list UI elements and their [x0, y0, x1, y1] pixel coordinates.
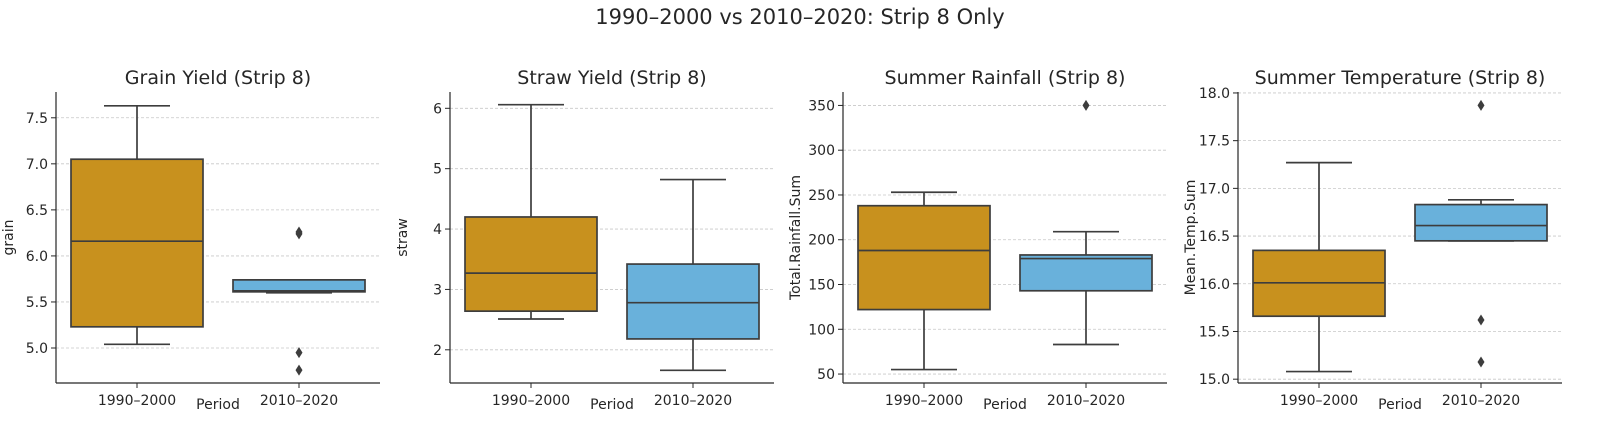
subplot-3: 50 100 150 200 250 300 350 1990–2000 2010–2020 Su… — [788, 67, 1167, 413]
y-tick-label: 7.5 — [26, 111, 48, 127]
y-tick-label: 17.5 — [1199, 134, 1230, 150]
x-tick-label: 2010–2020 — [1442, 393, 1520, 409]
y-tick-label: 3 — [433, 282, 442, 298]
y-tick-label: 5.0 — [26, 341, 48, 357]
y-axis-label: grain — [1, 220, 17, 256]
box-1990–2000 — [1252, 161, 1386, 373]
y-tick-label: 6 — [433, 101, 442, 117]
y-tick-label: 250 — [808, 188, 835, 204]
x-tick-label: 2010–2020 — [654, 393, 732, 409]
outlier-point — [1477, 99, 1485, 111]
box-iqr — [1414, 203, 1548, 242]
outlier-point — [1082, 99, 1090, 111]
y-tick-label: 6.5 — [26, 203, 48, 219]
outlier-point — [295, 364, 303, 376]
box-iqr — [857, 204, 991, 311]
y-tick-label: 2 — [433, 343, 442, 359]
outlier-point — [1477, 356, 1485, 368]
x-axis-label: Period — [196, 397, 240, 413]
box-2010–2020 — [232, 226, 366, 376]
x-tick-label: 2010–2020 — [1047, 393, 1125, 409]
box-2010–2020 — [1414, 99, 1548, 368]
y-tick-label: 15.0 — [1199, 372, 1230, 388]
y-axis-label: Total.Rainfall.Sum — [788, 175, 804, 301]
outlier-point — [1477, 314, 1485, 326]
box-2010–2020 — [626, 178, 760, 372]
y-tick-label: 100 — [808, 322, 835, 338]
y-tick-label: 300 — [808, 143, 835, 159]
outlier-point — [295, 347, 303, 359]
y-tick-label: 16.0 — [1199, 277, 1230, 293]
subplot-1: 5.0 5.5 6.0 6.5 7.0 7.5 1990–2000 2010–2020 Grai… — [1, 67, 380, 413]
box-1990–2000 — [70, 104, 204, 346]
subplot-title: Straw Yield (Strip 8) — [517, 67, 706, 89]
x-axis-label: Period — [1378, 397, 1422, 413]
subplot-title: Summer Rainfall (Strip 8) — [885, 67, 1126, 89]
box-1990–2000 — [857, 191, 991, 371]
y-axis-label: Mean.Temp.Sum — [1183, 180, 1199, 296]
y-tick-label: 200 — [808, 233, 835, 249]
y-tick-label: 5 — [433, 162, 442, 178]
box-iqr — [464, 216, 598, 313]
y-tick-label: 6.0 — [26, 249, 48, 265]
box-1990–2000 — [464, 103, 598, 320]
y-tick-label: 350 — [808, 98, 835, 114]
box-iqr — [1019, 254, 1153, 292]
y-tick-label: 150 — [808, 278, 835, 294]
y-tick-label: 17.0 — [1199, 181, 1230, 197]
subplot-title: Summer Temperature (Strip 8) — [1255, 67, 1546, 89]
y-tick-label: 16.5 — [1199, 229, 1230, 245]
x-tick-label: 1990–2000 — [98, 393, 176, 409]
box-iqr — [232, 279, 366, 293]
y-tick-label: 4 — [433, 222, 442, 238]
x-tick-label: 1990–2000 — [492, 393, 570, 409]
subplot-title: Grain Yield (Strip 8) — [125, 67, 311, 89]
y-tick-label: 7.0 — [26, 157, 48, 173]
y-tick-label: 50 — [817, 367, 835, 383]
x-tick-label: 1990–2000 — [885, 393, 963, 409]
x-tick-label: 1990–2000 — [1280, 393, 1358, 409]
box-iqr — [626, 263, 760, 340]
y-tick-label: 5.5 — [26, 295, 48, 311]
x-axis-label: Period — [590, 397, 634, 413]
x-axis-label: Period — [983, 397, 1027, 413]
y-tick-label: 15.5 — [1199, 324, 1230, 340]
y-axis-label: straw — [395, 218, 411, 257]
figure-title: 1990–2000 vs 2010–2020: Strip 8 Only — [595, 5, 1005, 29]
box-iqr — [70, 158, 204, 328]
subplot-2: 2 3 4 5 6 1990–2000 2010–2020 Straw Yield (Stri… — [395, 67, 774, 413]
box-2010–2020 — [1019, 99, 1153, 346]
subplot-4: 15.0 15.5 16.0 16.5 17.0 17.5 18.0 1990–2000 201… — [1183, 67, 1562, 413]
outlier-point — [295, 228, 303, 240]
x-tick-label: 2010–2020 — [260, 393, 338, 409]
y-tick-label: 18.0 — [1199, 86, 1230, 102]
